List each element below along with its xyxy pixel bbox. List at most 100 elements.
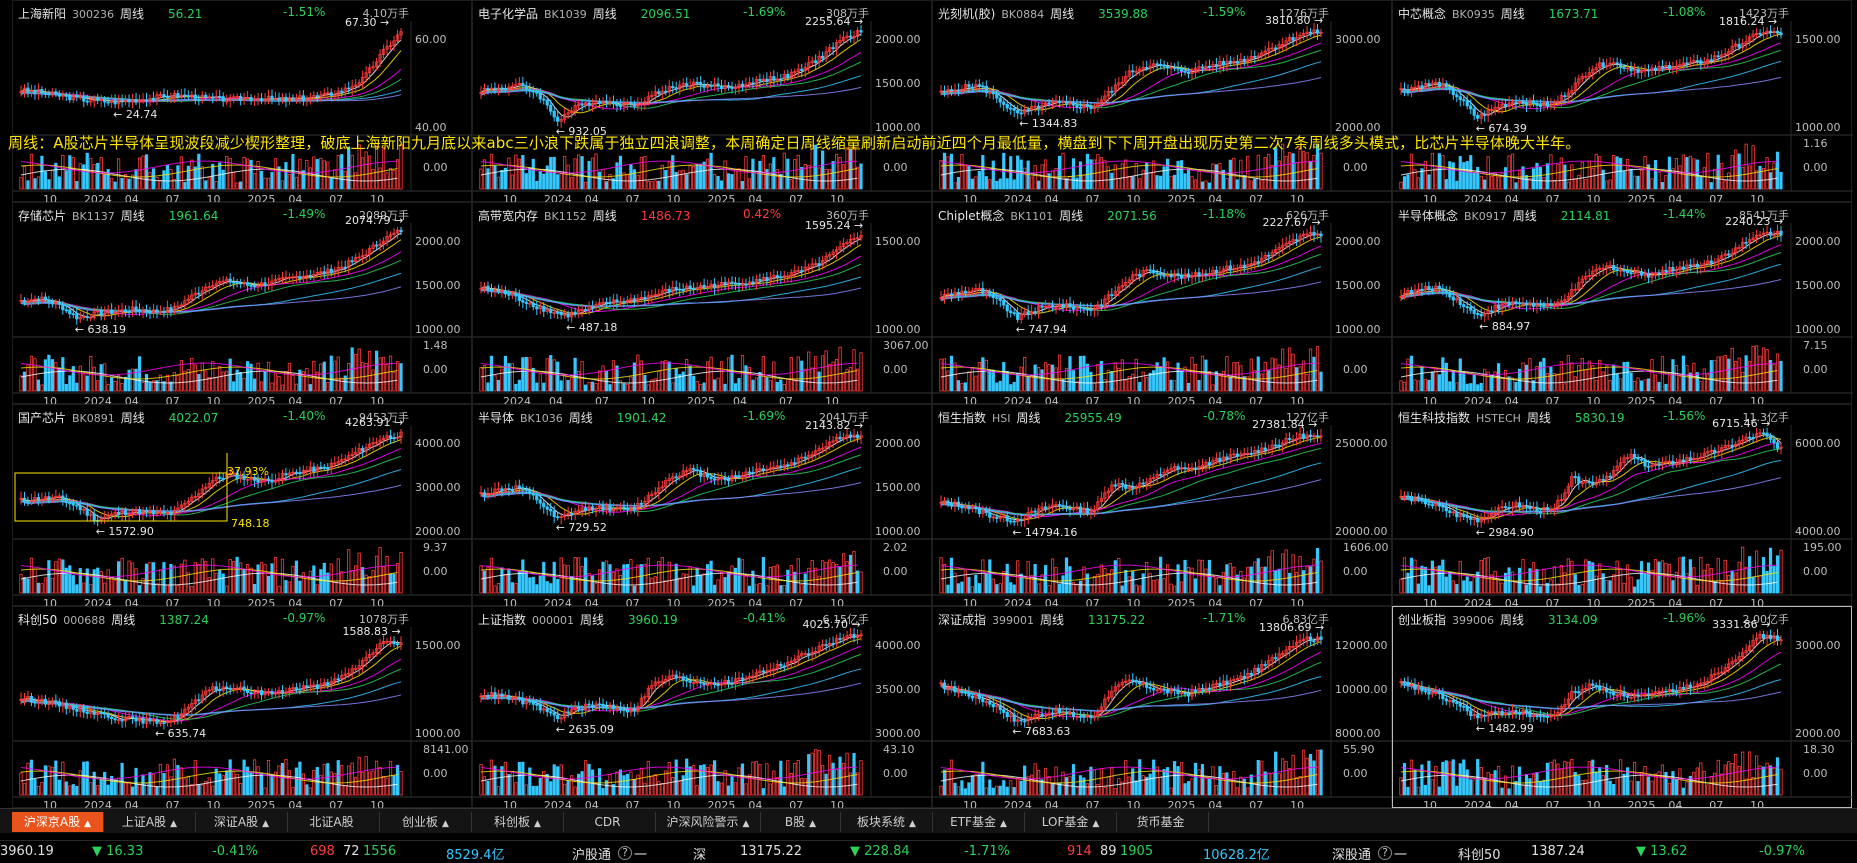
kline-chart[interactable] xyxy=(933,203,1393,405)
panel-title: 光刻机(胶) BK0884 周线 3539.88 xyxy=(938,5,1154,21)
chart-panel[interactable]: 科创50 000688 周线 1387.24 -0.97% 1078万手 1588.83 →… xyxy=(12,606,473,812)
chart-panel[interactable]: 半导体 BK1036 周线 1901.42 -1.69% 2041万手 2143.82 → ←… xyxy=(472,404,933,610)
tab-market[interactable]: B股 ▲ xyxy=(761,812,841,832)
moving-average-line xyxy=(1400,460,1782,513)
chart-panel[interactable]: 恒生科技指数 HSTECH 周线 5830.19 -1.56% 11.3亿手 6715.46… xyxy=(1392,404,1853,610)
chart-panel[interactable]: 创业板指 399006 周线 3134.09 -1.96% 2.00亿手 3331.86 →… xyxy=(1392,606,1853,812)
tab-market[interactable]: 创业板 ▲ xyxy=(380,812,472,832)
change-pct: -0.97% xyxy=(283,611,326,625)
y-axis-tick: 2000.00 xyxy=(415,525,461,538)
hgt-label[interactable]: 沪股通 xyxy=(572,848,612,863)
tab-market[interactable]: 沪深京A股 ▲ xyxy=(12,812,104,832)
change-pct: -0.41% xyxy=(743,611,786,625)
chart-panel[interactable]: 上证指数 000001 周线 3960.19 -0.41% 6.15亿手 4025.70 →… xyxy=(472,606,933,812)
volume-total: 127亿手 xyxy=(1286,411,1329,424)
kline-chart[interactable] xyxy=(1393,405,1853,607)
tab-market[interactable]: 深证A股 ▲ xyxy=(196,812,288,832)
chart-panel[interactable]: 国产芯片 BK0891 周线 4022.07 -1.40% 9453万手 4263.91 →… xyxy=(12,404,473,610)
kline-chart[interactable] xyxy=(1393,1,1853,203)
chart-panel[interactable]: 深证成指 399001 周线 13175.22 -1.71% 6.83亿手 13806.69… xyxy=(932,606,1393,812)
period-high-label: 13806.69 → xyxy=(1259,620,1325,634)
volume-axis-tick: 55.90 xyxy=(1343,743,1375,756)
period-low-label: ← 884.97 xyxy=(1479,319,1531,333)
tab-market[interactable]: 科创板 ▲ xyxy=(472,812,564,832)
y-axis-tick: 2000.00 xyxy=(875,33,921,46)
help-icon[interactable]: ? xyxy=(1378,846,1392,860)
kline-chart[interactable] xyxy=(473,203,933,405)
period-high-label: 4263.91 → xyxy=(345,416,404,430)
chart-panel[interactable]: 半导体概念 BK0917 周线 2114.81 -1.44% 8541万手 2240.23 … xyxy=(1392,202,1853,408)
change-pct: -0.78% xyxy=(1203,409,1246,423)
tab-label: 科创板 xyxy=(494,815,531,829)
caret-up-icon: ▲ xyxy=(909,819,916,829)
sz-index-change: ▼ 228.84 xyxy=(850,844,910,859)
moving-average-line xyxy=(940,31,1322,112)
sh-index-pct: -0.41% xyxy=(212,844,258,859)
kline-chart[interactable] xyxy=(473,607,933,809)
chart-panel[interactable]: Chiplet概念 BK1101 周线 2071.56 -1.18% 626万手 2227.… xyxy=(932,202,1393,408)
moving-average-line xyxy=(480,446,862,513)
tab-market[interactable]: 板块系统 ▲ xyxy=(841,812,933,832)
kline-chart[interactable] xyxy=(933,607,1393,809)
tab-label: LOF基金 xyxy=(1041,815,1089,829)
help-icon[interactable]: ? xyxy=(618,846,632,860)
kline-chart[interactable] xyxy=(13,203,473,405)
tab-market[interactable]: 沪深风险警示 ▲ xyxy=(656,812,761,832)
chart-panel[interactable]: 中芯概念 BK0935 周线 1673.71 -1.08% 1423万手 1816.24 →… xyxy=(1392,0,1853,206)
stock-name: 半导体 xyxy=(478,411,515,425)
chart-panel[interactable]: 恒生指数 HSI 周线 25955.49 -0.78% 127亿手 27381.84 → ← … xyxy=(932,404,1393,610)
chart-panel[interactable]: 存储芯片 BK1137 周线 1961.64 -1.49% 2089万手 2074.79 →… xyxy=(12,202,473,408)
stock-name: 半导体概念 xyxy=(1398,209,1459,223)
tab-market[interactable]: 北证A股 xyxy=(288,812,380,832)
tab-market[interactable]: ETF基金 ▲ xyxy=(933,812,1025,832)
period-high-label: 4025.70 → xyxy=(802,618,861,632)
stock-code: 000001 xyxy=(532,614,575,627)
moving-average-line xyxy=(1400,442,1782,516)
chart-panel[interactable]: 电子化学品 BK1039 周线 2096.51 -1.69% 308万手 2255.64 →… xyxy=(472,0,933,206)
tab-label: 沪深京A股 xyxy=(23,815,81,829)
stock-name: Chiplet概念 xyxy=(938,209,1005,223)
kline-chart[interactable] xyxy=(473,405,933,607)
sz-down-count: 1905 xyxy=(1120,844,1154,859)
tab-market[interactable]: 货币基金 xyxy=(1117,812,1209,832)
moving-average-line xyxy=(940,253,1322,311)
kline-chart[interactable] xyxy=(1393,203,1853,405)
price-value: 5830.19 xyxy=(1574,411,1625,425)
volume-axis-tick: 1.16 xyxy=(1803,137,1828,150)
stock-name: 电子化学品 xyxy=(478,7,539,21)
period-high-label: 27381.84 → xyxy=(1252,418,1318,432)
tab-market[interactable]: LOF基金 ▲ xyxy=(1025,812,1117,832)
chart-panel[interactable]: 高带宽内存 BK1152 周线 1486.73 0.42% 360万手 1595.24 → ←… xyxy=(472,202,933,408)
price-value: 1387.24 xyxy=(159,613,209,627)
change-pct: -1.08% xyxy=(1663,5,1706,19)
chart-panel[interactable]: 光刻机(胶) BK0884 周线 3539.88 -1.59% 1276万手 3810.80… xyxy=(932,0,1393,206)
sz-index-pct: -1.71% xyxy=(964,844,1010,859)
volume-total: 11.3亿手 xyxy=(1742,411,1790,424)
volume-axis-tick: 1606.00 xyxy=(1343,541,1389,554)
kline-chart[interactable] xyxy=(933,1,1393,203)
volume-total: 9453万手 xyxy=(359,411,409,424)
moving-average-line xyxy=(1400,477,1782,513)
panel-title: 中芯概念 BK0935 周线 1673.71 xyxy=(1398,5,1604,21)
moving-average-line xyxy=(20,39,402,103)
tab-market[interactable]: 上证A股 ▲ xyxy=(104,812,196,832)
chart-panel[interactable]: 上海新阳 300236 周线 56.21 -1.51% 4.10万手 67.30 → ← 24… xyxy=(12,0,473,206)
period-label: 周线 xyxy=(1050,7,1075,21)
moving-average-line xyxy=(480,61,862,109)
stock-code: BK1039 xyxy=(544,8,587,21)
change-pct: -1.18% xyxy=(1203,207,1246,221)
kline-chart[interactable] xyxy=(1393,607,1853,809)
sz-flat-count: 89 xyxy=(1100,844,1117,859)
panel-title: Chiplet概念 BK1101 周线 2071.56 xyxy=(938,207,1163,223)
tab-market[interactable]: CDR xyxy=(564,812,656,832)
panel-title: 存储芯片 BK1137 周线 1961.64 xyxy=(18,207,224,223)
sgt-label[interactable]: 深股通 xyxy=(1332,848,1372,863)
kline-chart[interactable] xyxy=(473,1,933,203)
kline-chart[interactable] xyxy=(13,1,473,203)
kline-chart[interactable] xyxy=(933,405,1393,607)
kline-chart[interactable] xyxy=(13,607,473,809)
moving-average-line xyxy=(1400,635,1782,717)
y-axis-tick: 1000.00 xyxy=(875,525,921,538)
kline-chart[interactable] xyxy=(13,405,473,607)
period-label: 周线 xyxy=(1526,411,1551,425)
